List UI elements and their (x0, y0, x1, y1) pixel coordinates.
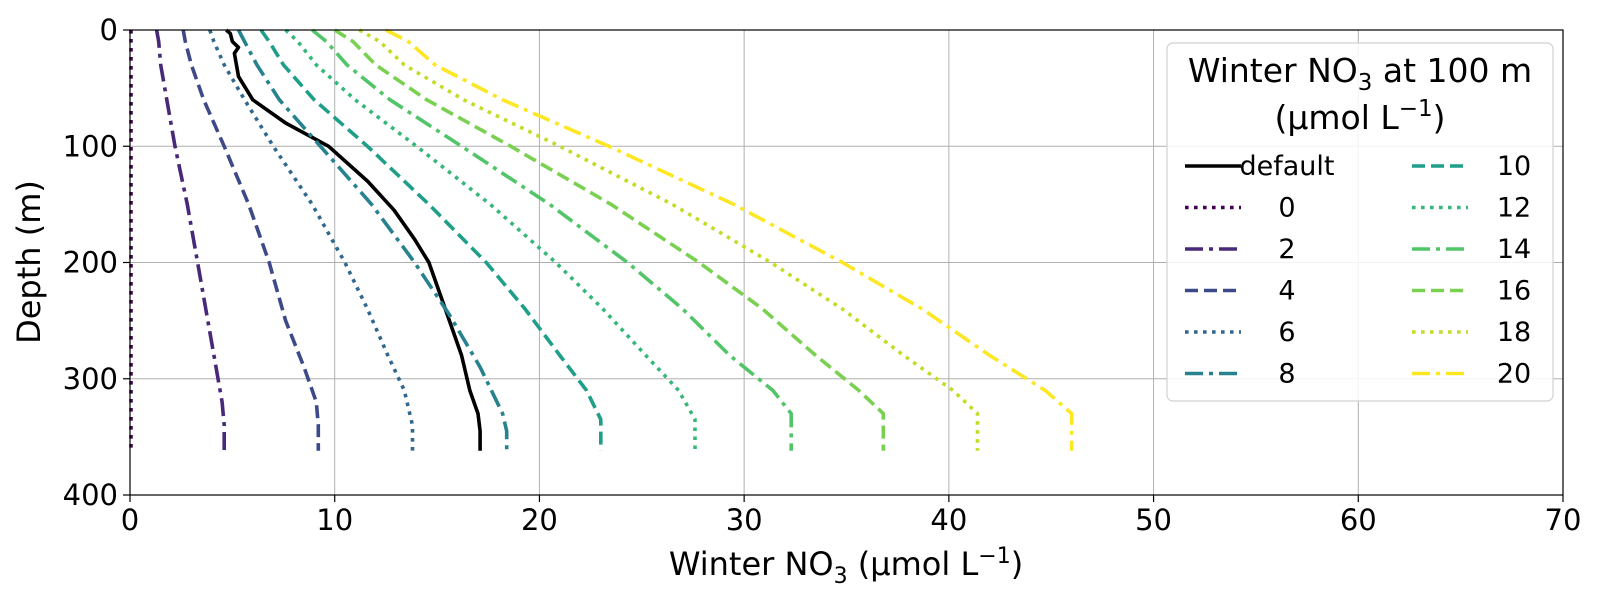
y-tick-label: 300 (63, 362, 118, 396)
legend-label: 8 (1278, 359, 1295, 390)
legend-label: 4 (1278, 276, 1295, 307)
legend-entry-12: 12 (1412, 193, 1531, 224)
legend-label: 14 (1497, 234, 1531, 265)
legend-title-line1: Winter NO3 at 100 m (1188, 51, 1532, 96)
series-line-16 (333, 28, 886, 451)
legend-entry-4: 4 (1185, 276, 1296, 307)
legend-label: 0 (1278, 193, 1295, 224)
legend-label: 20 (1497, 359, 1531, 390)
x-tick-label: 30 (726, 503, 763, 537)
legend-entries: default 0 2 4 6 8 10 12 14 16 18 20 (1185, 151, 1531, 390)
x-tick-label: 40 (930, 503, 967, 537)
legend-label: 2 (1278, 234, 1295, 265)
legend-label: 6 (1278, 317, 1295, 348)
series-line-12 (284, 28, 697, 451)
y-tick-label: 200 (63, 246, 118, 280)
x-tick-label: 0 (121, 503, 139, 537)
series-line-20 (385, 28, 1074, 451)
y-tick-label: 100 (63, 129, 118, 163)
series-line-14 (311, 28, 793, 451)
legend-entry-6: 6 (1185, 317, 1296, 348)
series-line-6 (208, 29, 415, 451)
legend-entry-18: 18 (1412, 317, 1531, 348)
legend-entry-16: 16 (1412, 276, 1531, 307)
legend: Winter NO3 at 100 m (μmol L−1) default 0 2… (1166, 42, 1554, 402)
series-line-8 (236, 29, 509, 451)
y-axis-label: Depth (m) (10, 180, 48, 344)
legend-entry-14: 14 (1412, 234, 1531, 265)
legend-label: 12 (1497, 193, 1531, 224)
legend-entry-10: 10 (1412, 151, 1531, 182)
x-tick-label: 20 (521, 503, 558, 537)
x-tick-label: 50 (1135, 503, 1172, 537)
legend-entry-0: 0 (1185, 193, 1296, 224)
x-tick-label: 70 (1545, 503, 1582, 537)
series-line-4 (181, 29, 321, 451)
series-line-default (225, 28, 482, 451)
x-axis-label: Winter NO3 (μmol L−1) (669, 544, 1023, 589)
x-tick-label: 10 (316, 503, 353, 537)
legend-label: 18 (1497, 317, 1531, 348)
series-line-2 (154, 29, 226, 451)
legend-label: default (1239, 151, 1334, 182)
y-tick-label: 0 (100, 13, 118, 47)
legend-entry-8: 8 (1185, 359, 1296, 390)
legend-title-line2: (μmol L−1) (1274, 96, 1445, 137)
legend-entry-2: 2 (1185, 234, 1296, 265)
legend-box (1166, 42, 1554, 402)
legend-entry-20: 20 (1412, 359, 1531, 390)
legend-entry-default: default (1185, 151, 1335, 182)
series-lines (129, 28, 1074, 451)
x-tick-label: 60 (1340, 503, 1377, 537)
legend-label: 16 (1497, 276, 1531, 307)
series-line-18 (358, 28, 980, 451)
y-tick-label: 400 (63, 478, 118, 512)
legend-label: 10 (1497, 151, 1531, 182)
